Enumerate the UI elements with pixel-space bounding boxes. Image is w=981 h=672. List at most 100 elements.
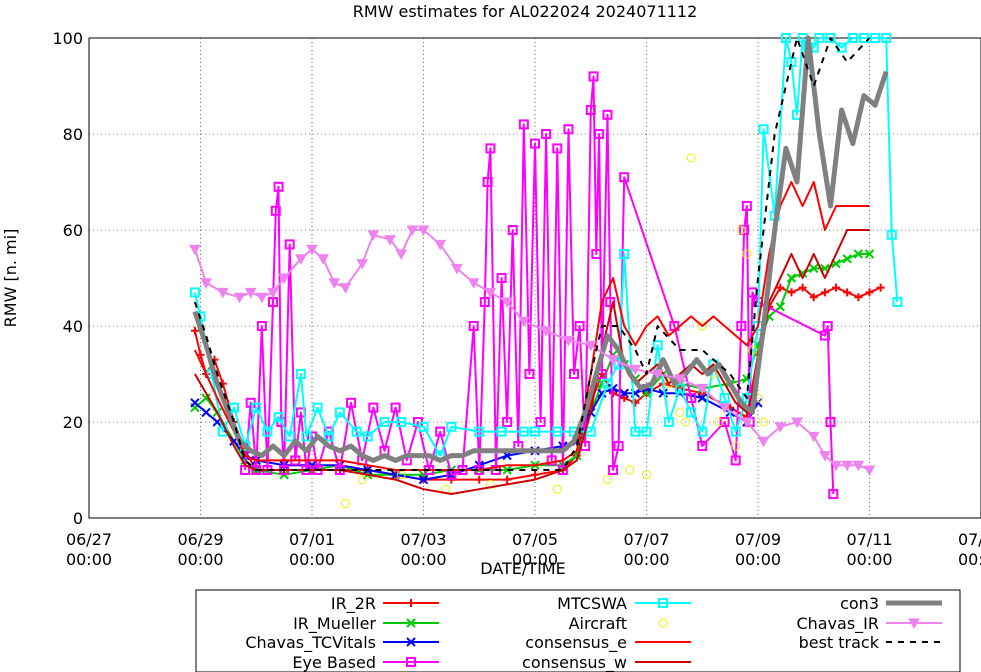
data-point-mtcswa: [870, 33, 881, 43]
data-point-mtcswa: [814, 33, 825, 43]
data-point-eye-based: [730, 455, 741, 466]
data-point-eye-based: [569, 369, 580, 379]
y-tick-label: 80: [63, 125, 83, 144]
x-tick-label-date: 07/11: [846, 530, 892, 549]
x-tick-label-date: 07/01: [289, 530, 335, 549]
legend-marker-chavas-tcvitals: [406, 637, 416, 647]
x-tick-label-date: 07/09: [735, 530, 781, 549]
x-tick-label-time: 00:00: [735, 550, 781, 569]
data-point-eye-based: [256, 321, 267, 331]
data-point-ir-2r: [503, 475, 512, 484]
data-point-chavas-ir: [562, 335, 575, 347]
data-point-mtcswa: [362, 431, 373, 442]
data-point-chavas-ir: [718, 403, 731, 414]
data-point-chavas-ir: [830, 460, 842, 472]
data-point-ir-mueller: [853, 249, 864, 259]
data-point-mtcswa: [652, 340, 663, 351]
data-point-chavas-ir: [255, 292, 268, 304]
data-point-mtcswa: [630, 426, 641, 437]
data-point-chavas-ir: [189, 244, 201, 256]
series-con3: [192, 35, 889, 463]
data-point-mtcswa: [552, 426, 563, 437]
x-tick-label-date: 07/07: [623, 530, 669, 549]
data-point-aircraft: [731, 441, 741, 451]
data-point-eye-based: [697, 441, 708, 451]
legend-label-ir-2r: IR_2R: [331, 594, 376, 614]
data-point-aircraft: [340, 499, 350, 509]
data-point-eye-based: [602, 109, 613, 120]
data-point-eye-based: [605, 297, 616, 307]
data-point-eye-based: [390, 402, 401, 413]
data-point-eye-based: [736, 321, 747, 331]
x-axis-label: DATE/TIME: [480, 559, 565, 578]
data-point-mtcswa: [251, 402, 262, 413]
data-point-chavas-ir: [233, 292, 246, 304]
data-point-mtcswa: [825, 33, 836, 43]
data-point-eye-based: [468, 321, 479, 331]
series-mtcswa: [189, 33, 903, 461]
x-tick-label-date: 07/13: [958, 530, 981, 549]
data-point-eye-based: [346, 397, 357, 408]
data-point-mtcswa: [295, 369, 306, 379]
legend-label-aircraft: Aircraft: [569, 614, 627, 633]
data-point-mtcswa: [379, 417, 390, 427]
data-point-ir-2r: [809, 293, 818, 302]
data-point-eye-based: [496, 273, 507, 283]
legend-box: [195, 589, 961, 672]
data-point-chavas-ir: [467, 278, 480, 289]
data-point-chavas-ir: [674, 374, 686, 385]
data-point-aircraft: [485, 479, 495, 489]
data-point-chavas-ir: [339, 283, 352, 294]
x-tick-label-date: 06/29: [177, 530, 223, 549]
series-line-consensus-e: [193, 181, 870, 471]
data-point-chavas-tcvitals: [619, 388, 629, 398]
legend-marker-chavas-ir: [908, 618, 920, 630]
data-point-eye-based: [552, 143, 563, 154]
data-point-chavas-ir: [317, 254, 329, 265]
data-point-chavas-ir: [651, 369, 664, 381]
data-point-eye-based: [485, 143, 496, 154]
data-point-eye-based: [541, 129, 552, 139]
data-point-mtcswa: [641, 426, 652, 437]
data-point-mtcswa: [697, 426, 708, 437]
data-point-chavas-ir: [584, 340, 597, 352]
x-tick-label-date: 06/27: [66, 530, 112, 549]
data-point-eye-based: [686, 393, 697, 403]
data-point-aircraft: [742, 249, 752, 259]
legend-label-eye-based: Eye Based: [292, 653, 376, 672]
data-point-mtcswa: [719, 393, 730, 403]
data-point-ir-2r: [620, 394, 629, 402]
data-point-chavas-ir: [406, 225, 419, 237]
data-point-eye-based: [502, 417, 513, 427]
data-point-eye-based: [482, 177, 493, 187]
data-point-eye-based: [273, 181, 284, 192]
data-point-chavas-ir: [807, 431, 820, 443]
x-tick-label-time: 00:00: [958, 550, 981, 569]
data-point-eye-based: [825, 417, 836, 427]
data-point-eye-based: [270, 205, 281, 216]
data-point-ir-2r: [190, 326, 199, 335]
data-point-mtcswa: [585, 426, 596, 437]
legend-marker-ir-2r: [407, 599, 415, 607]
data-point-mtcswa: [518, 426, 529, 437]
data-point-ir-mueller: [864, 249, 875, 259]
data-point-chavas-ir: [367, 230, 380, 241]
data-point-eye-based: [479, 297, 490, 307]
data-point-ir-mueller: [502, 465, 512, 475]
legend-marker-aircraft: [658, 618, 668, 628]
data-point-mtcswa: [619, 249, 630, 259]
legend-label-chavas-tcvitals: Chavas_TCVitals: [245, 633, 376, 653]
data-point-ir-2r: [865, 288, 874, 297]
data-point-ir-mueller: [201, 393, 211, 403]
data-point-ir-2r: [854, 293, 863, 302]
data-point-chavas-ir: [774, 422, 787, 433]
legend-marker-eye-based: [406, 657, 416, 667]
series-consensus-e: [193, 181, 870, 471]
data-point-eye-based: [546, 455, 557, 466]
data-point-chavas-tcvitals: [307, 460, 317, 470]
data-point-chavas-tcvitals: [201, 407, 211, 418]
data-point-mtcswa: [189, 287, 200, 298]
data-point-aircraft: [736, 225, 746, 235]
data-point-chavas-ir: [395, 249, 408, 261]
